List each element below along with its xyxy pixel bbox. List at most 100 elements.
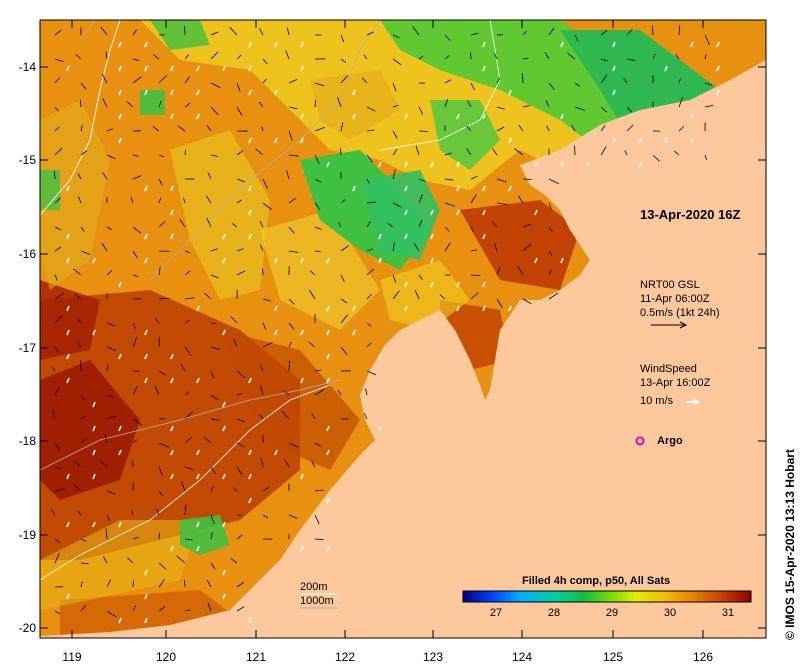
wind-arrow bbox=[248, 473, 252, 480]
wind-arrow bbox=[404, 305, 408, 312]
wind-arrow bbox=[92, 449, 96, 456]
wind-arrow bbox=[430, 281, 434, 288]
current-arrow bbox=[466, 125, 472, 132]
current-arrow bbox=[496, 202, 508, 205]
current-arrow bbox=[340, 314, 348, 324]
wind-arrow bbox=[482, 185, 486, 192]
current-arrow bbox=[230, 316, 238, 324]
current-arrow bbox=[626, 125, 634, 132]
wind-arrow bbox=[248, 185, 252, 192]
current-arrow bbox=[73, 484, 82, 492]
current-arrow bbox=[177, 125, 186, 132]
current-arrow bbox=[131, 509, 134, 516]
current-arrow bbox=[106, 394, 115, 398]
wind-arrow bbox=[664, 65, 668, 72]
current-arrow bbox=[285, 50, 290, 60]
current-arrow bbox=[366, 268, 375, 276]
map-date-label: 13-Apr-2020 16Z bbox=[640, 207, 741, 222]
current-arrow bbox=[470, 226, 474, 233]
current-arrow bbox=[626, 106, 632, 113]
current-arrow bbox=[132, 58, 140, 62]
current-arrow bbox=[233, 487, 238, 492]
current-arrow bbox=[413, 242, 420, 252]
wind-layer-name: WindSpeed bbox=[640, 363, 697, 375]
wind-arrow bbox=[144, 65, 148, 72]
current-arrow bbox=[80, 437, 87, 444]
current-arrow bbox=[340, 148, 342, 156]
current-arrow bbox=[132, 461, 134, 468]
current-arrow bbox=[340, 199, 346, 204]
isobath-1000m bbox=[79, 20, 381, 281]
wind-arrow bbox=[118, 137, 122, 144]
current-arrow bbox=[444, 98, 448, 108]
current-arrow bbox=[392, 82, 397, 92]
current-arrow bbox=[364, 413, 368, 420]
wind-arrow bbox=[612, 89, 616, 96]
current-arrow bbox=[262, 78, 267, 84]
current-arrow bbox=[548, 250, 553, 256]
current-arrow bbox=[132, 580, 134, 588]
current-arrow bbox=[704, 82, 713, 86]
wind-arrow bbox=[66, 353, 70, 360]
current-arrow bbox=[106, 610, 117, 618]
current-arrow bbox=[392, 202, 402, 208]
wind-arrow bbox=[378, 425, 382, 432]
current-arrow bbox=[184, 319, 190, 324]
current-arrow bbox=[54, 315, 63, 324]
wind-arrow bbox=[300, 473, 304, 480]
land-mass bbox=[40, 60, 766, 638]
wind-arrow bbox=[378, 161, 382, 168]
current-arrow bbox=[444, 152, 452, 156]
wind-arrow bbox=[326, 425, 330, 432]
current-arrow bbox=[314, 202, 321, 210]
wind-arrow bbox=[326, 161, 330, 168]
wind-arrow bbox=[352, 305, 356, 312]
current-arrow bbox=[544, 51, 550, 60]
current-arrow bbox=[210, 82, 221, 88]
wind-arrow bbox=[378, 353, 382, 360]
wind-arrow bbox=[170, 377, 174, 384]
current-arrow bbox=[176, 555, 186, 564]
current-arrow bbox=[54, 386, 61, 396]
wind-arrow bbox=[352, 185, 356, 192]
current-arrow bbox=[392, 130, 398, 139]
current-arrow bbox=[548, 269, 552, 276]
current-arrow bbox=[101, 242, 108, 252]
current-arrow bbox=[210, 514, 215, 525]
wind-arrow bbox=[66, 257, 70, 264]
wind-arrow bbox=[222, 593, 226, 600]
current-arrow bbox=[210, 346, 221, 351]
wind-arrow bbox=[300, 113, 304, 120]
current-arrow bbox=[179, 218, 186, 228]
current-arrow bbox=[106, 579, 111, 588]
wind-arrow bbox=[144, 593, 148, 600]
current-arrow bbox=[184, 391, 190, 396]
wind-arrow bbox=[196, 449, 200, 456]
wind-arrow bbox=[66, 377, 70, 384]
current-arrow bbox=[102, 556, 108, 564]
current-arrow bbox=[158, 579, 165, 588]
current-arrow bbox=[470, 52, 472, 60]
credit-label: © IMOS 15-Apr-2020 13:13 Hobart bbox=[783, 449, 797, 640]
wind-arrow bbox=[404, 185, 408, 192]
current-arrow bbox=[284, 458, 290, 468]
current-arrow bbox=[158, 221, 166, 228]
wind-arrow bbox=[196, 521, 200, 528]
wind-arrow bbox=[118, 89, 122, 96]
wind-arrow bbox=[144, 569, 148, 576]
current-arrow bbox=[54, 147, 63, 156]
current-arrow bbox=[415, 145, 420, 156]
wind-arrow bbox=[404, 113, 408, 120]
current-arrow bbox=[470, 292, 479, 300]
current-arrow bbox=[132, 322, 137, 329]
current-arrow bbox=[210, 51, 219, 60]
current-arrow bbox=[600, 106, 607, 113]
current-arrow bbox=[522, 223, 532, 228]
current-arrow bbox=[158, 442, 170, 448]
current-arrow bbox=[392, 241, 395, 252]
wind-arrow bbox=[716, 41, 720, 48]
current-arrow bbox=[444, 202, 456, 207]
current-arrow bbox=[132, 536, 139, 540]
current-arrow bbox=[158, 490, 163, 497]
wind-arrow bbox=[274, 137, 278, 144]
